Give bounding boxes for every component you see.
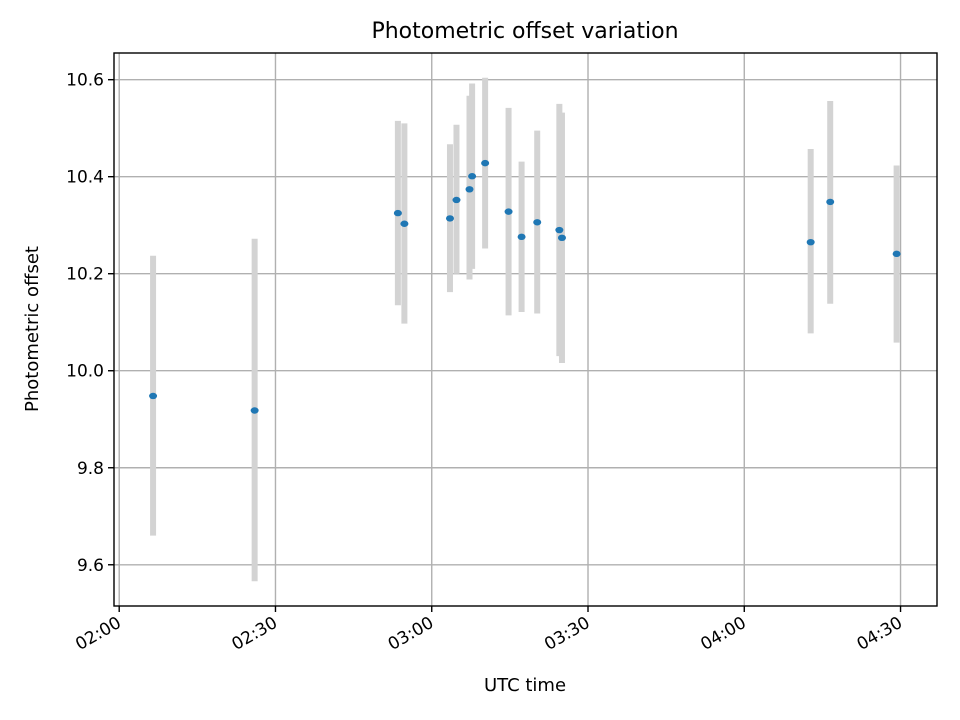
data-point: [465, 186, 474, 193]
y-tick-label: 10.4: [66, 168, 104, 188]
x-axis-label: UTC time: [484, 675, 566, 696]
x-tick-label: 03:30: [541, 613, 593, 655]
y-tick-label: 10.0: [66, 362, 104, 382]
data-point: [555, 226, 564, 234]
data-point: [400, 220, 409, 227]
y-axis-label: Photometric offset: [22, 246, 43, 412]
x-tick-label: 03:00: [385, 613, 437, 655]
y-tick-label: 10.2: [66, 265, 104, 285]
data-point: [892, 250, 901, 258]
data-points: [149, 159, 901, 414]
data-point: [517, 233, 526, 241]
data-point: [250, 407, 259, 414]
y-tick-label: 9.6: [77, 556, 104, 576]
data-point: [826, 198, 835, 206]
data-point: [557, 234, 566, 242]
data-point: [149, 392, 158, 400]
data-point: [393, 209, 402, 217]
plot-frame: [113, 52, 938, 607]
data-point: [445, 215, 454, 222]
y-tick-label: 10.6: [66, 71, 104, 91]
error-bars: [150, 77, 900, 582]
data-point: [481, 159, 490, 167]
x-tick-label: 04:30: [854, 613, 906, 655]
data-point: [806, 238, 815, 246]
x-tick-label: 02:00: [72, 613, 124, 655]
data-point: [533, 219, 542, 226]
chart-title: Photometric offset variation: [371, 19, 678, 44]
grid-lines: [114, 53, 937, 606]
y-tick-label: 9.8: [77, 459, 104, 479]
x-tick-label: 02:30: [229, 613, 281, 655]
x-tick-label: 04:00: [697, 613, 749, 655]
data-point: [504, 208, 513, 215]
data-point: [468, 173, 477, 180]
data-point: [452, 196, 461, 204]
